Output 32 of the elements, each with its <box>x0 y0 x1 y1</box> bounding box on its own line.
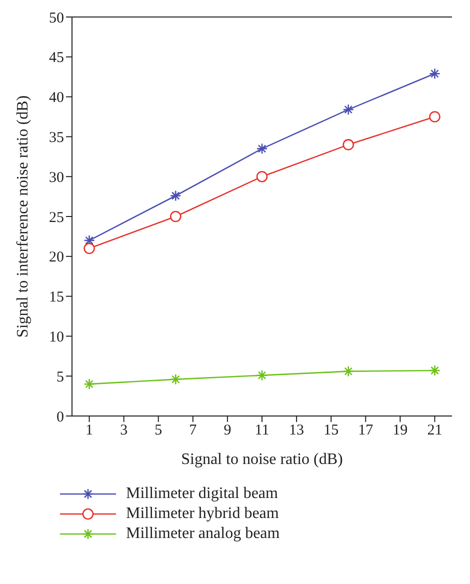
y-tick-label: 30 <box>49 170 64 186</box>
x-tick-label: 3 <box>120 422 128 439</box>
x-tick-label: 5 <box>154 422 162 439</box>
point <box>256 170 268 182</box>
x-axis-title: Signal to noise ratio (dB) <box>181 451 343 468</box>
y-axis-title: Signal to interference noise ratio (dB) <box>14 95 32 338</box>
point <box>429 111 440 122</box>
y-tick-label: 10 <box>49 330 64 346</box>
x-tick-label: 7 <box>189 422 198 439</box>
x-tick-label: 13 <box>289 422 304 439</box>
y-tick-label: 5 <box>56 369 64 386</box>
y-tick-label: 0 <box>56 409 64 426</box>
x-tick-label: 15 <box>324 422 339 439</box>
x-tick-label: 17 <box>358 422 374 439</box>
x-tick-label: 21 <box>427 422 442 439</box>
legend-label: Millimeter digital beam <box>126 485 278 503</box>
point <box>84 242 95 254</box>
y-tick-label: 20 <box>49 250 64 266</box>
legend-label: Millimeter hybrid beam <box>126 505 279 523</box>
y-tick-label: 25 <box>49 210 64 226</box>
y-tick-label: 45 <box>49 50 64 66</box>
y-tick-label: 35 <box>49 130 64 146</box>
x-tick-label: 1 <box>86 422 94 439</box>
point <box>342 139 354 150</box>
x-tick-label: 11 <box>254 422 270 439</box>
point <box>170 210 182 222</box>
y-tick-label: 40 <box>49 90 64 106</box>
x-tick-label: 9 <box>224 422 232 439</box>
x-tick-label: 19 <box>392 422 408 439</box>
y-tick-label: 50 <box>49 10 64 26</box>
legend-label: Millimeter analog beam <box>126 525 280 543</box>
y-tick-label: 15 <box>49 290 64 306</box>
